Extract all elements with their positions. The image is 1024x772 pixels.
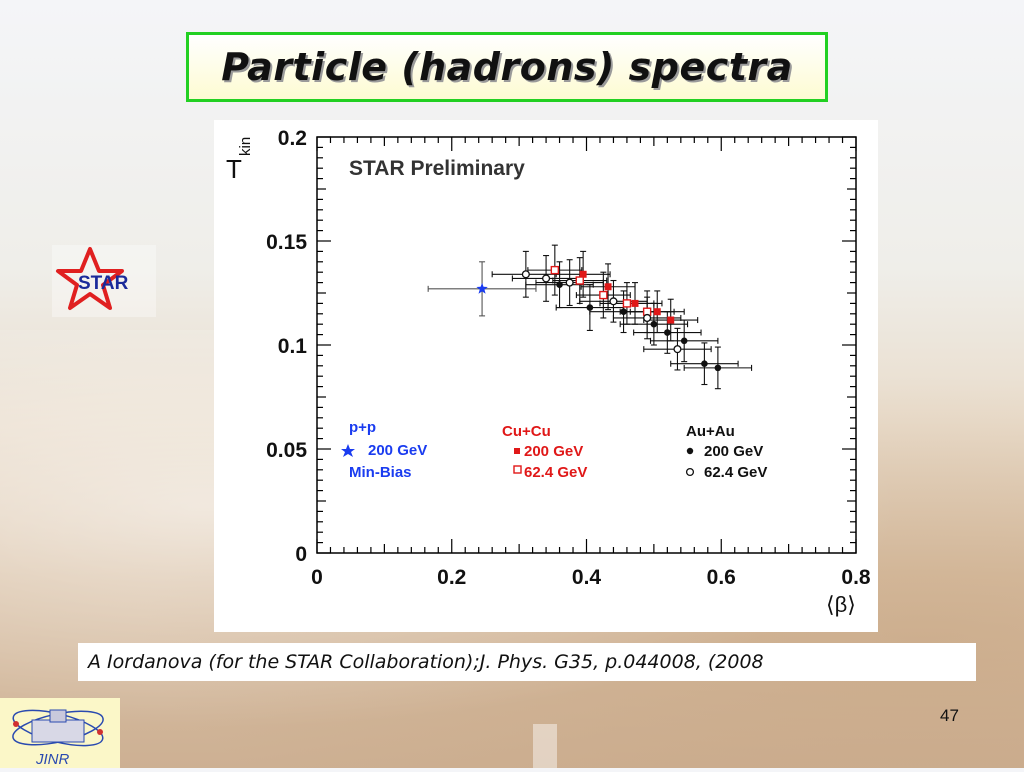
data-point-filled-square <box>604 283 612 291</box>
star-logo-star-icon <box>56 247 124 310</box>
data-point-filled-circle <box>586 304 594 311</box>
legend-pp-star-icon <box>341 444 355 457</box>
plot-panel: 0 0.2 0.4 0.6 0.8 0 0.05 0.1 0.15 0.2 STAR Prelim… <box>214 120 878 632</box>
legend-auau-entry-1: 200 GeV <box>704 443 763 460</box>
legend-cucu-entry-1: 200 GeV <box>524 443 583 460</box>
data-point-open-circle <box>565 278 574 287</box>
citation: A Iordanova (for the STAR Collaboration)… <box>78 643 976 681</box>
legend-cucu-heading: Cu+Cu <box>502 423 551 440</box>
jinr-logo: JINR <box>0 698 120 768</box>
data-point-open-square <box>550 265 560 275</box>
data-point-star <box>476 282 488 294</box>
data-point-open-circle <box>643 313 652 323</box>
citation-text: A Iordanova (for the STAR Collaboration)… <box>88 651 764 673</box>
legend: p+p 200 GeV Min-Bias Cu+Cu 200 GeV 62.4 … <box>341 419 767 481</box>
data-point-filled-square <box>631 299 639 307</box>
scatter-chart: 0 0.2 0.4 0.6 0.8 0 0.05 0.1 0.15 0.2 STAR Prelim… <box>226 127 871 617</box>
data-point-filled-circle <box>701 360 708 368</box>
y-axis-label-subscript: kin <box>237 137 254 156</box>
star-logo-text: STAR <box>78 273 129 294</box>
y-tick-label: 0.1 <box>278 335 308 358</box>
decorative-strip <box>533 724 557 768</box>
legend-pp-entry-2: Min-Bias <box>349 464 412 481</box>
data-point-filled-square <box>579 270 587 278</box>
x-tick-label: 0.6 <box>707 566 736 589</box>
data-point-filled-circle <box>680 337 688 345</box>
legend-auau-entry-2: 62.4 GeV <box>704 464 767 481</box>
legend-cucu-200-filled-square-icon <box>514 448 520 454</box>
x-axis-label: ⟨β⟩ <box>826 592 856 617</box>
jinr-logo-icon: JINR <box>12 709 104 768</box>
legend-auau-62-open-circle-icon <box>685 467 695 477</box>
data-point-open-circle <box>521 270 530 279</box>
y-tick-label: 0 <box>295 543 307 566</box>
data-point-filled-circle <box>556 281 563 288</box>
data-point-open-square <box>622 299 632 308</box>
data-point-filled-square <box>653 308 661 316</box>
legend-pp-heading: p+p <box>349 419 376 436</box>
legend-cucu-62-open-square-icon <box>513 465 522 474</box>
jinr-logo-text: JINR <box>35 751 70 768</box>
data-point-open-square <box>575 276 584 285</box>
data-point-filled-square <box>667 316 675 324</box>
chart-title: STAR Preliminary <box>349 157 525 180</box>
data-point-filled-circle <box>714 364 722 372</box>
data-point-open-circle <box>673 345 682 354</box>
slide-title-box: Particle (hadrons) spectra <box>186 32 828 102</box>
data-point-filled-circle <box>620 308 627 316</box>
x-tick-label: 0.4 <box>572 566 602 589</box>
data-point-filled-circle <box>664 329 671 336</box>
data-point-open-square <box>599 290 608 300</box>
y-tick-label: 0.05 <box>266 439 307 462</box>
legend-auau-heading: Au+Au <box>686 423 735 440</box>
x-tick-label: 0.8 <box>841 566 871 589</box>
legend-pp-entry-1: 200 GeV <box>368 442 427 459</box>
star-logo: STAR <box>52 245 156 317</box>
data-point-filled-circle <box>650 320 658 328</box>
legend-auau-200-filled-circle-icon <box>686 447 694 455</box>
y-axis-label: T <box>226 154 242 184</box>
slide-title: Particle (hadrons) spectra <box>221 45 793 89</box>
y-tick-label: 0.2 <box>278 127 307 150</box>
data-point-open-circle <box>542 274 551 283</box>
data-point-open-circle <box>609 297 618 306</box>
x-tick-label: 0 <box>311 566 323 589</box>
page-number: 47 <box>940 706 959 725</box>
legend-cucu-entry-2: 62.4 GeV <box>524 464 587 481</box>
plot-frame <box>316 136 857 554</box>
y-tick-label: 0.15 <box>266 231 307 254</box>
x-tick-label: 0.2 <box>437 566 466 589</box>
